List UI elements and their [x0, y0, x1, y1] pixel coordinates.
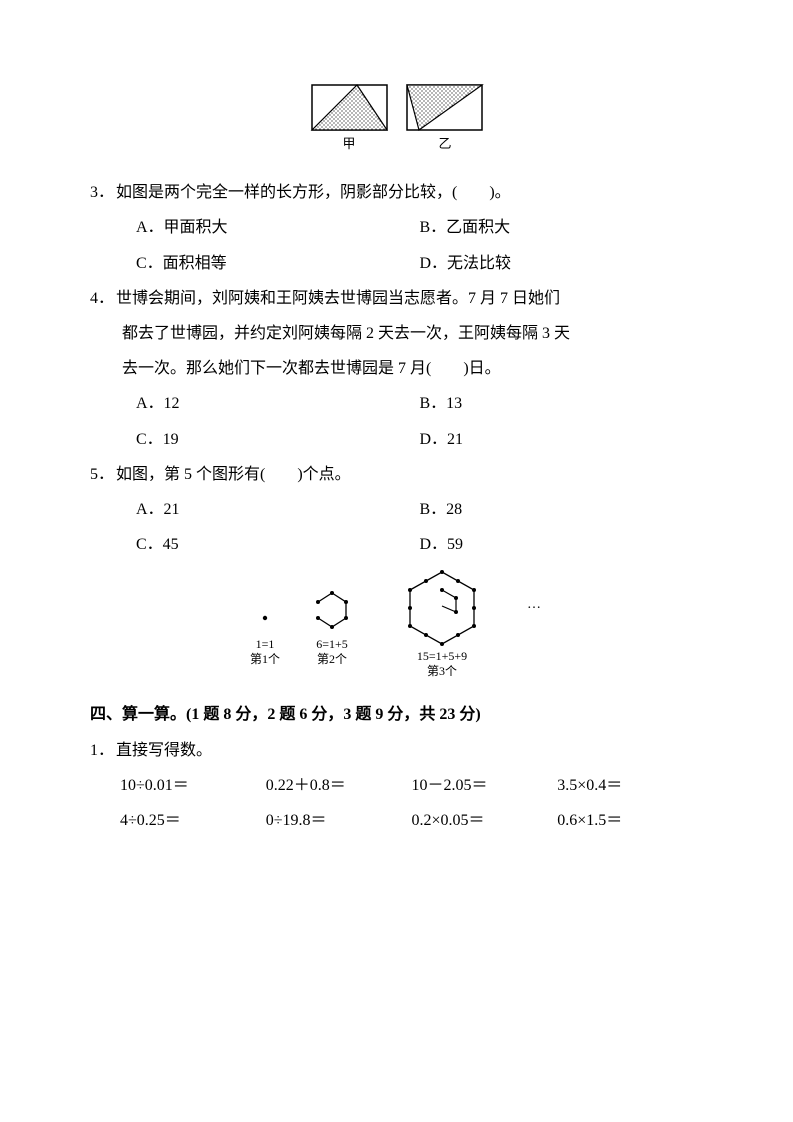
q4-optB: B．13: [420, 386, 704, 421]
q4-line1: 世博会期间，刘阿姨和王阿姨去世博园当志愿者。7 月 7 日她们: [116, 281, 703, 316]
q5-optD: D．59: [420, 527, 704, 562]
r1d: 3.5×0.4＝: [557, 768, 703, 803]
q5-text: 如图，第 5 个图形有( )个点。: [116, 457, 703, 492]
figure-rectangles: 甲 乙: [90, 80, 703, 165]
section4-heading: 四、算一算。(1 题 8 分，2 题 6 分，3 题 9 分，共 23 分): [90, 697, 703, 732]
r2d: 0.6×1.5＝: [557, 803, 703, 838]
r2c: 0.2×0.05＝: [412, 803, 558, 838]
q3-optA: A．甲面积大: [136, 210, 420, 245]
q3-optC: C．面积相等: [136, 246, 420, 281]
q5-lab2: 第2个: [316, 652, 346, 666]
calc-row1: 10÷0.01＝ 0.22＋0.8＝ 10－2.05＝ 3.5×0.4＝: [90, 768, 703, 803]
q5-figure: … 1=1 第1个 6=1+5 第2个 15=1+5+9 第3个: [130, 568, 703, 691]
q4-optC: C．19: [136, 422, 420, 457]
q5-svg: … 1=1 第1个 6=1+5 第2个 15=1+5+9 第3个: [227, 568, 607, 678]
rectangles-svg: 甲 乙: [307, 80, 487, 152]
q5-optA: A．21: [136, 492, 420, 527]
q5-num: 5．: [90, 457, 114, 492]
q4: 4． 世博会期间，刘阿姨和王阿姨去世博园当志愿者。7 月 7 日她们: [90, 281, 703, 316]
section4-sub1: 1． 直接写得数。: [90, 733, 703, 768]
q5-optB: B．28: [420, 492, 704, 527]
r1c: 10－2.05＝: [412, 768, 558, 803]
q5-options: A．21 B．28 C．45 D．59: [90, 492, 703, 562]
q4-line3: 去一次。那么她们下一次都去世博园是 7 月( )日。: [90, 351, 703, 386]
q5-lab3: 第3个: [426, 664, 456, 678]
sub1-text: 直接写得数。: [116, 733, 703, 768]
q5-eq2: 6=1+5: [316, 637, 348, 651]
calc-row2: 4÷0.25＝ 0÷19.8＝ 0.2×0.05＝ 0.6×1.5＝: [90, 803, 703, 838]
q4-line2: 都去了世博园，并约定刘阿姨每隔 2 天去一次，王阿姨每隔 3 天: [90, 316, 703, 351]
q4-num: 4．: [90, 281, 114, 316]
q3-options: A．甲面积大 B．乙面积大 C．面积相等 D．无法比较: [90, 210, 703, 280]
fig1-label-right: 乙: [438, 136, 451, 151]
q5: 5． 如图，第 5 个图形有( )个点。: [90, 457, 703, 492]
r1a: 10÷0.01＝: [120, 768, 266, 803]
q3-optB: B．乙面积大: [420, 210, 704, 245]
q3-text: 如图是两个完全一样的长方形，阴影部分比较，( )。: [116, 175, 703, 210]
q4-optD: D．21: [420, 422, 704, 457]
q5-lab1: 第1个: [249, 652, 279, 666]
q5-dots: …: [527, 597, 541, 612]
q3: 3． 如图是两个完全一样的长方形，阴影部分比较，( )。: [90, 175, 703, 210]
q5-eq1: 1=1: [255, 637, 274, 651]
r2a: 4÷0.25＝: [120, 803, 266, 838]
q4-options: A．12 B．13 C．19 D．21: [90, 386, 703, 456]
q5-optC: C．45: [136, 527, 420, 562]
q3-num: 3．: [90, 175, 114, 210]
fig1-label-left: 甲: [342, 136, 355, 151]
r2b: 0÷19.8＝: [266, 803, 412, 838]
r1b: 0.22＋0.8＝: [266, 768, 412, 803]
q5-eq3: 15=1+5+9: [416, 649, 466, 663]
sub1-num: 1．: [90, 733, 114, 768]
q4-optA: A．12: [136, 386, 420, 421]
q3-optD: D．无法比较: [420, 246, 704, 281]
